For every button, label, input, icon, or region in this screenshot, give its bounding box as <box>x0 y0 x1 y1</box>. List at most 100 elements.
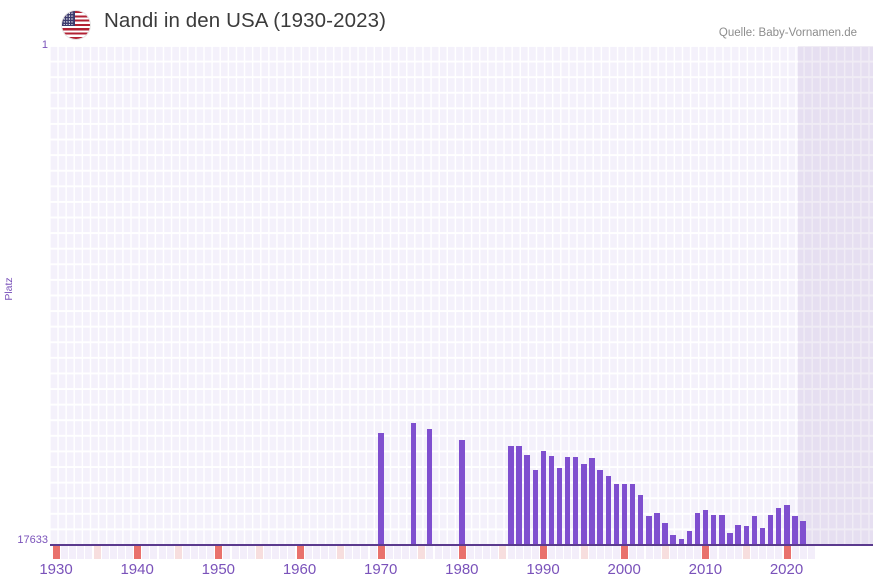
x-axis-tick-minor <box>531 546 539 559</box>
x-axis-tick-major <box>53 546 60 559</box>
bar <box>646 516 652 545</box>
x-axis-tick-minor <box>515 546 523 559</box>
x-axis-tick-minor <box>174 546 182 559</box>
bar <box>702 510 709 545</box>
bar <box>743 526 749 545</box>
x-axis-tick-minor <box>199 546 207 559</box>
x-axis-tick-minor <box>85 546 93 559</box>
x-axis-tick-minor <box>190 546 198 559</box>
x-axis-tick-minor <box>523 546 531 559</box>
x-axis-tick-minor <box>320 546 328 559</box>
x-axis-tick-minor <box>613 546 621 559</box>
bar <box>524 455 530 545</box>
chart-header: Nandi in den USA (1930-2023) Quelle: Bab… <box>0 0 873 46</box>
bar <box>548 456 555 545</box>
x-axis-tick-major <box>458 546 466 559</box>
x-axis-tick-minor <box>345 546 353 559</box>
x-axis-tick-minor <box>93 546 101 559</box>
x-axis-tick-minor <box>166 546 174 559</box>
x-axis-tick-minor <box>629 546 637 559</box>
x-axis-tick-minor <box>312 546 320 559</box>
x-axis-tick-minor <box>304 546 312 559</box>
x-axis-tick-minor <box>231 546 239 559</box>
x-axis-tick-major <box>702 546 710 559</box>
x-axis-tick-minor <box>507 546 515 559</box>
x-axis-tick-band <box>50 546 873 559</box>
x-axis-tick-major <box>296 546 304 559</box>
x-axis-tick-minor <box>799 546 807 559</box>
x-axis-tick-minor <box>288 546 296 559</box>
bar <box>654 513 660 545</box>
x-axis-tick-minor <box>393 546 401 559</box>
x-axis-tick-minor <box>369 546 377 559</box>
x-axis-tick-minor <box>264 546 272 559</box>
y-axis-bottom-label: 17633 <box>17 534 48 546</box>
bar <box>678 539 684 545</box>
bar <box>694 513 701 545</box>
bar <box>621 484 628 545</box>
plot-gridlines <box>50 46 873 545</box>
x-axis-tick-minor <box>637 546 645 559</box>
bar <box>573 457 579 545</box>
x-axis-tick-minor <box>669 546 677 559</box>
x-axis-tick-label: 1930 <box>39 561 73 578</box>
bar <box>792 516 798 545</box>
x-axis-tick-minor <box>69 546 77 559</box>
x-axis-tick-minor <box>223 546 231 559</box>
x-axis-tick-minor <box>572 546 580 559</box>
x-axis-tick-label: 1990 <box>526 561 560 578</box>
x-axis-tick-minor <box>548 546 556 559</box>
x-axis-tick-minor <box>661 546 669 559</box>
x-axis-tick-minor <box>418 546 426 559</box>
x-axis-tick-minor <box>361 546 369 559</box>
bar <box>597 470 603 545</box>
x-axis-tick-minor <box>604 546 612 559</box>
x-axis-tick-label: 1950 <box>201 561 236 578</box>
x-axis-tick-minor <box>791 546 799 559</box>
x-axis-tick-minor <box>466 546 474 559</box>
x-axis-tick-minor <box>385 546 393 559</box>
x-axis-tick-minor <box>596 546 604 559</box>
bar <box>662 523 668 545</box>
x-axis-tick-minor <box>158 546 166 559</box>
x-axis-tick-label: 1960 <box>282 561 317 578</box>
y-axis-title: Platz <box>3 277 15 301</box>
x-axis-tick-label: 1940 <box>120 561 154 578</box>
x-axis-tick-minor <box>61 546 69 559</box>
x-axis-tick-major <box>783 546 791 559</box>
bar <box>711 515 717 545</box>
x-axis-tick-minor <box>109 546 117 559</box>
x-axis-tick-major <box>621 546 629 559</box>
flag-canton <box>62 11 75 26</box>
bar <box>605 476 611 545</box>
x-axis-tick-minor <box>491 546 499 559</box>
page-title: Nandi in den USA (1930-2023) <box>104 9 387 32</box>
x-axis-tick-minor <box>255 546 263 559</box>
plot-area <box>50 46 873 545</box>
x-axis-tick-major <box>134 546 142 559</box>
x-axis-tick-minor <box>751 546 759 559</box>
x-axis-tick-minor <box>475 546 483 559</box>
bar <box>638 495 644 545</box>
bar <box>516 446 522 545</box>
bar <box>378 433 384 545</box>
x-axis-tick-minor <box>580 546 588 559</box>
x-axis-tick-minor <box>239 546 247 559</box>
x-axis-tick-minor <box>77 546 85 559</box>
bar <box>759 528 766 545</box>
x-axis-tick-minor <box>734 546 742 559</box>
x-axis-tick-minor <box>402 546 410 559</box>
x-axis-tick-minor <box>742 546 750 559</box>
x-axis-tick-minor <box>759 546 767 559</box>
x-axis-tick-minor <box>207 546 215 559</box>
x-axis-tick-label: 1970 <box>363 561 398 578</box>
bar <box>767 515 774 545</box>
x-axis-tick-minor <box>101 546 109 559</box>
x-axis-tick-label: 1980 <box>445 561 479 578</box>
x-axis-tick-minor <box>182 546 190 559</box>
x-axis-labels: 1930 1940 1950 1960 1970 1980 1990 2000 2010 2020 <box>39 561 873 587</box>
x-axis-tick-minor <box>710 546 718 559</box>
x-axis-tick-minor <box>645 546 653 559</box>
x-axis-tick-label: 2020 <box>769 561 804 578</box>
x-axis-tick-major <box>377 546 385 559</box>
